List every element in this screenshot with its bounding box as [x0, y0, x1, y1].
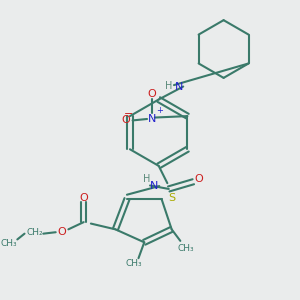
Text: CH₃: CH₃	[126, 260, 142, 268]
Text: +: +	[156, 106, 163, 116]
Text: O: O	[148, 89, 156, 100]
Text: O: O	[58, 227, 66, 237]
Text: H: H	[165, 81, 172, 91]
Text: O: O	[79, 193, 88, 202]
Text: S: S	[168, 193, 175, 202]
Text: CH₃: CH₃	[0, 239, 17, 248]
Text: H: H	[143, 174, 150, 184]
Text: N: N	[150, 181, 158, 191]
Text: −: −	[124, 109, 134, 119]
Text: O: O	[195, 174, 203, 184]
Text: N: N	[175, 82, 183, 92]
Text: CH₂: CH₂	[26, 228, 43, 237]
Text: O: O	[121, 116, 130, 125]
Text: N: N	[148, 114, 156, 124]
Text: CH₃: CH₃	[178, 244, 194, 253]
